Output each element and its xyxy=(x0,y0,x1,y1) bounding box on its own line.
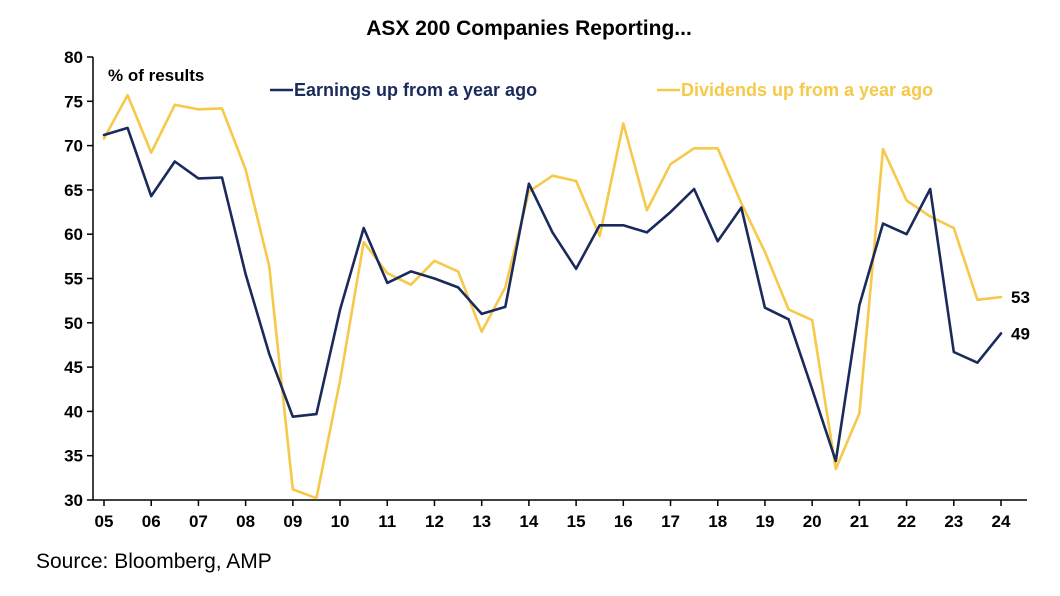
x-tick-label: 21 xyxy=(850,512,869,531)
axes xyxy=(92,57,1027,501)
y-tick-label: 80 xyxy=(64,48,83,67)
y-tick-label: 55 xyxy=(64,270,83,289)
x-tick-label: 12 xyxy=(425,512,444,531)
y-unit-label: % of results xyxy=(108,66,204,85)
y-tick-label: 40 xyxy=(64,402,83,421)
y-tick-label: 50 xyxy=(64,314,83,333)
x-tick-label: 09 xyxy=(283,512,302,531)
y-tick-label: 70 xyxy=(64,137,83,156)
y-tick-label: 35 xyxy=(64,447,83,466)
x-tick-label: 19 xyxy=(755,512,774,531)
x-tick-label: 06 xyxy=(142,512,161,531)
y-tick-label: 75 xyxy=(64,92,83,111)
x-tick-label: 18 xyxy=(708,512,727,531)
series-line-earnings xyxy=(102,126,1003,463)
x-tick-label: 14 xyxy=(519,512,538,531)
x-tick-label: 16 xyxy=(614,512,633,531)
series-line-dividends xyxy=(102,93,1003,500)
y-tick-label: 65 xyxy=(64,181,83,200)
legend-label-earnings: Earnings up from a year ago xyxy=(294,80,537,100)
x-tick-label: 17 xyxy=(661,512,680,531)
end-label-dividends: 53 xyxy=(1011,288,1030,307)
x-tick-label: 22 xyxy=(897,512,916,531)
x-tick-label: 11 xyxy=(378,512,396,531)
x-tick-label: 07 xyxy=(189,512,208,531)
x-tick-label: 10 xyxy=(331,512,350,531)
end-labels: 49 53 xyxy=(1011,288,1030,343)
legend-label-dividends: Dividends up from a year ago xyxy=(681,80,933,100)
x-tick-label: 15 xyxy=(567,512,586,531)
end-label-earnings: 49 xyxy=(1011,324,1030,343)
y-tick-label: 30 xyxy=(64,491,83,510)
x-tick-label: 24 xyxy=(992,512,1011,531)
x-tick-label: 13 xyxy=(472,512,491,531)
y-tick-label: 45 xyxy=(64,358,83,377)
x-tick-label: 20 xyxy=(803,512,822,531)
chart: ASX 200 Companies Reporting... 30 35 40 45 5… xyxy=(64,17,1030,531)
chart-title: ASX 200 Companies Reporting... xyxy=(366,17,692,40)
x-axis-ticks: 05 06 07 08 09 10 11 12 13 14 15 16 17 18 19 20 21 22 23 24 xyxy=(95,500,1011,531)
y-axis-ticks: 30 35 40 45 50 55 60 65 70 75 80 xyxy=(64,48,93,510)
series-layer xyxy=(102,93,1003,500)
x-tick-label: 23 xyxy=(944,512,963,531)
x-tick-label: 08 xyxy=(236,512,255,531)
y-tick-label: 60 xyxy=(64,225,83,244)
legend: Earnings up from a year ago Dividends up… xyxy=(270,80,933,100)
source-note: Source: Bloomberg, AMP xyxy=(36,550,272,573)
x-tick-label: 05 xyxy=(95,512,114,531)
